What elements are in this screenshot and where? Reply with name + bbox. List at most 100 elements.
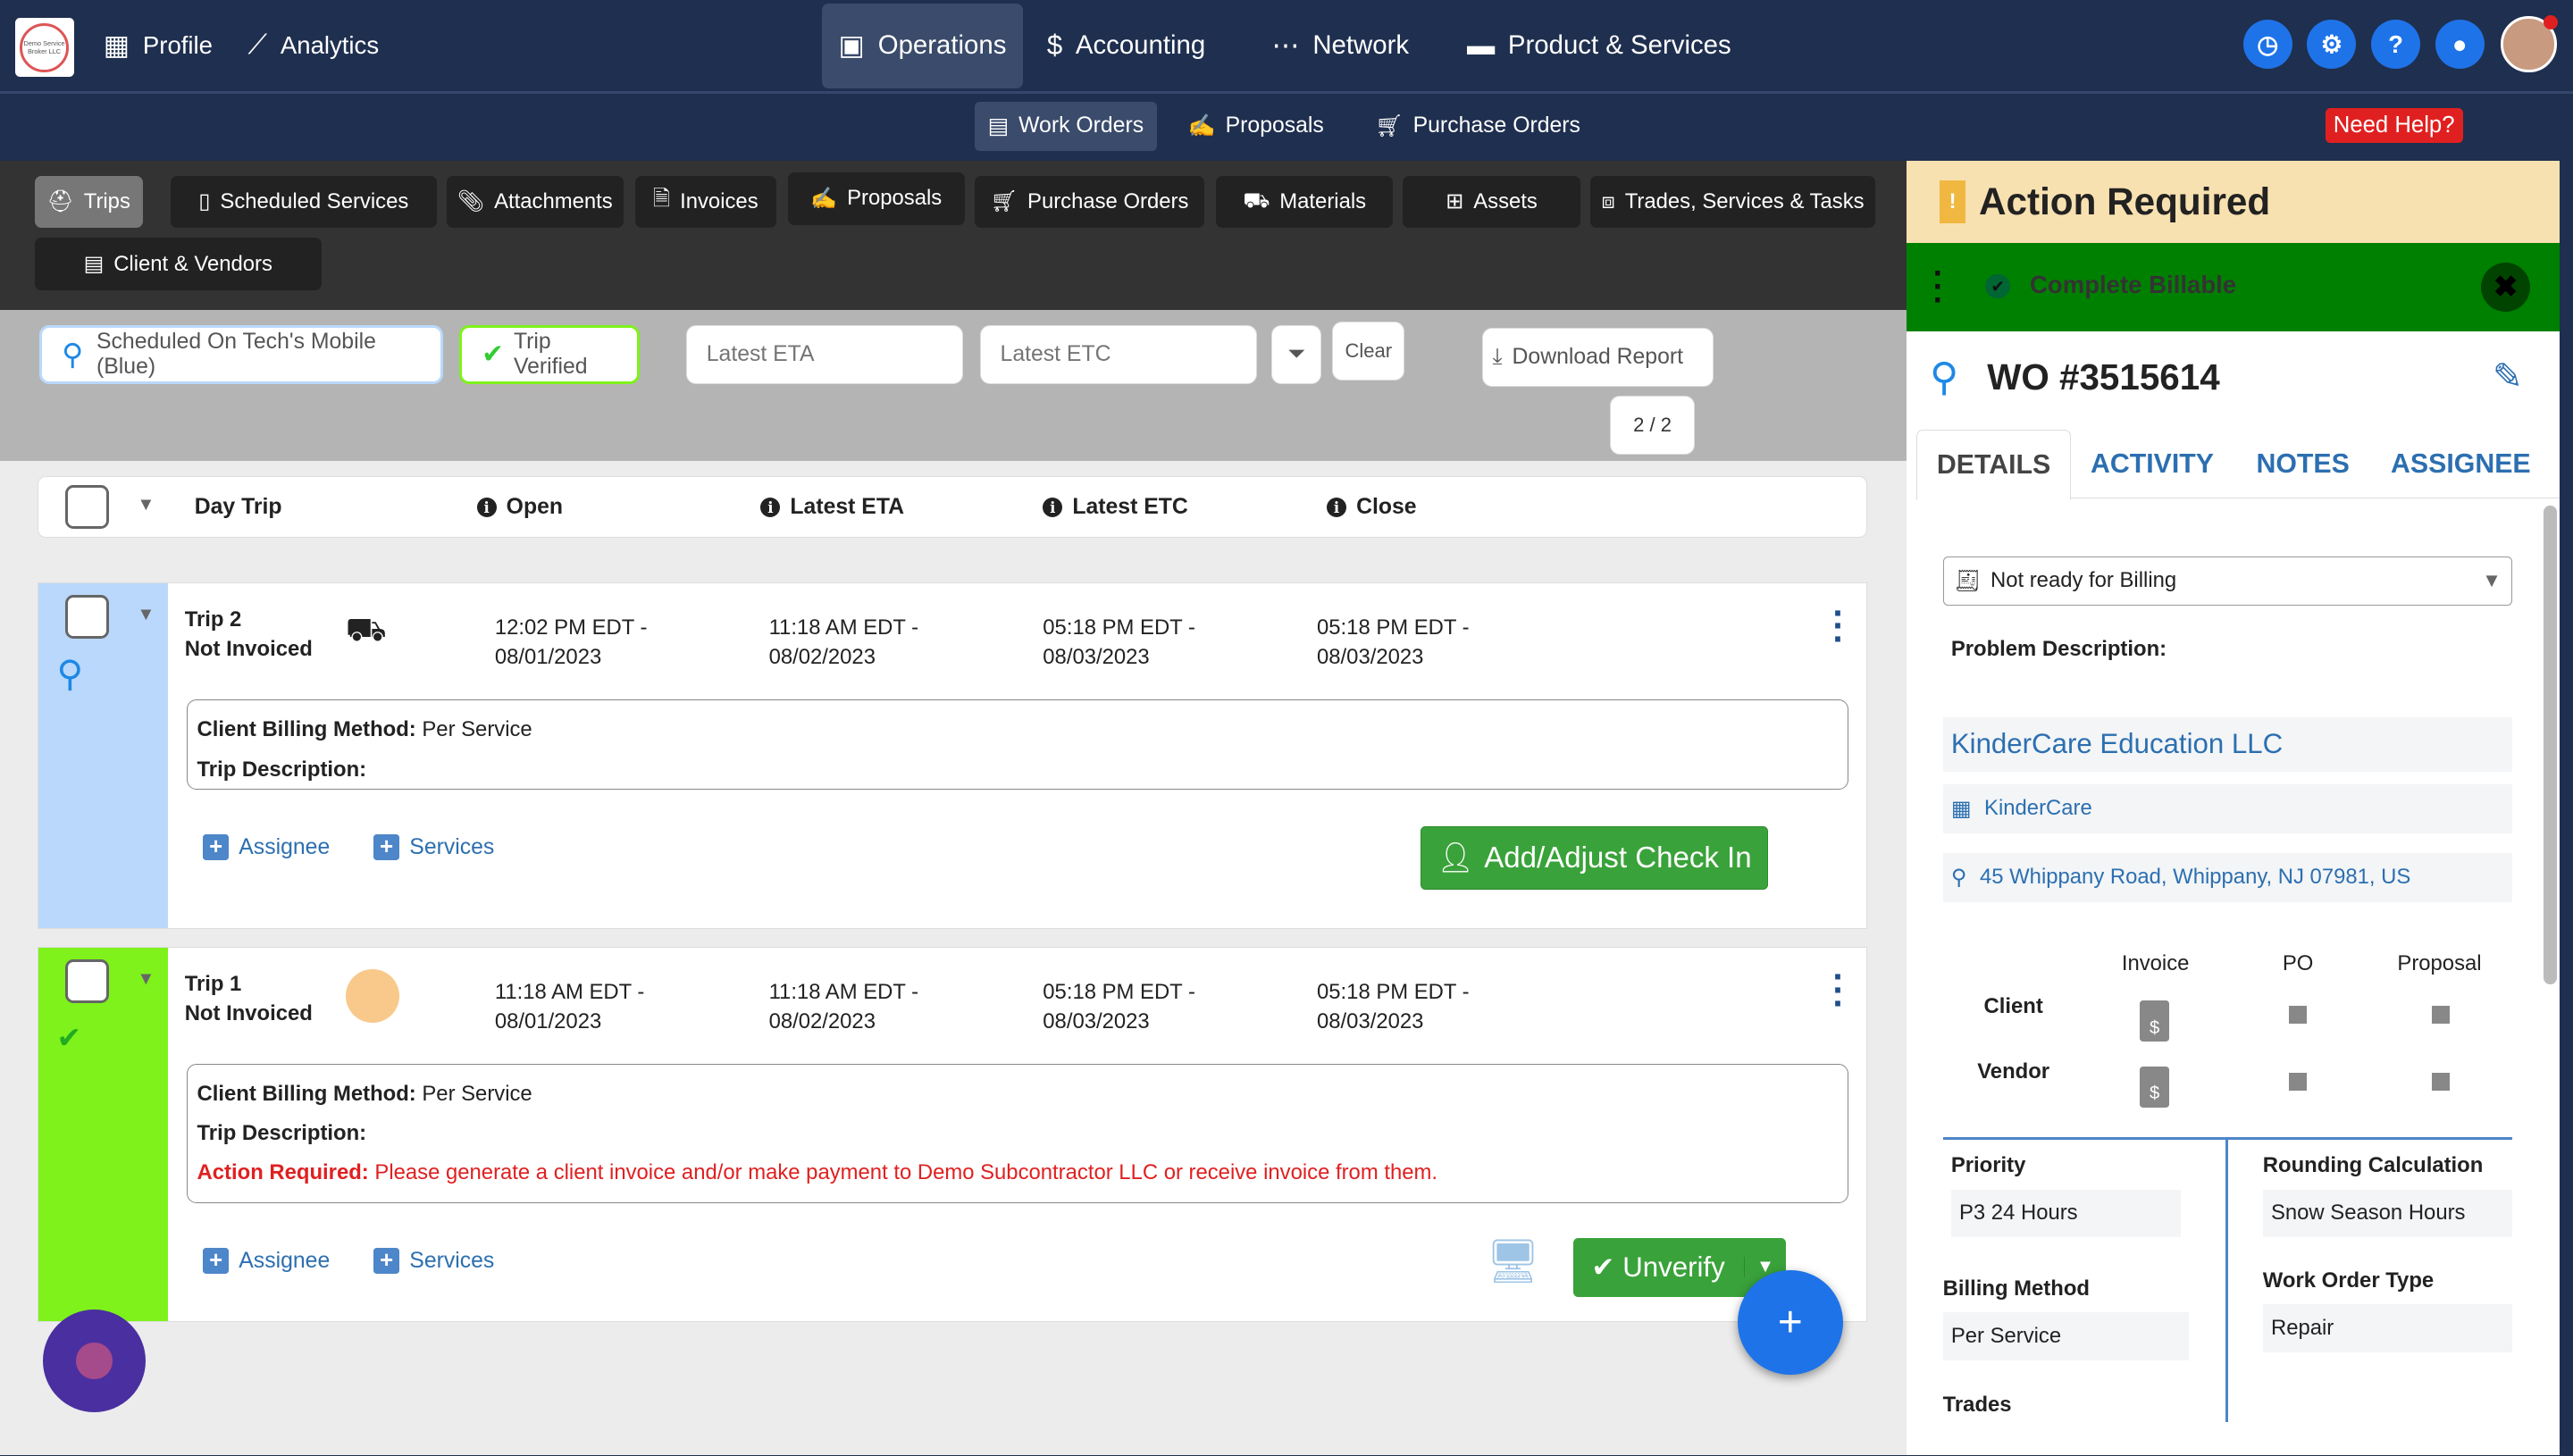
add-services-link[interactable]: + Services xyxy=(373,834,494,861)
tab-scheduled-services[interactable]: ▯ Scheduled Services xyxy=(171,175,437,229)
add-services-link[interactable]: + Services xyxy=(373,1247,494,1275)
col-day-trip[interactable]: Day Trip xyxy=(195,495,282,520)
vendor-invoice-icon[interactable]: $ xyxy=(2140,1066,2170,1108)
edit-pencil-icon[interactable]: ✎ xyxy=(2492,355,2523,397)
clipboard-icon: ▤ xyxy=(987,114,1010,139)
tab-label: Materials xyxy=(1279,188,1367,213)
company-logo[interactable]: Demo Service Broker LLC xyxy=(14,18,74,78)
nav-operations[interactable]: ▣ Operations xyxy=(822,3,1023,89)
subnav-proposals[interactable]: ✍ Proposals xyxy=(1175,102,1337,151)
plus-icon: + xyxy=(373,834,400,861)
action-required-text: Please generate a client invoice and/or … xyxy=(374,1160,1437,1185)
nav-accounting[interactable]: $ Accounting xyxy=(1047,0,1205,90)
gear-icon[interactable]: ⚙ xyxy=(2307,20,2357,70)
nav-product-services[interactable]: ▬ Product & Services xyxy=(1467,0,1731,90)
trip-checkbox[interactable] xyxy=(64,958,110,1004)
trip-name[interactable]: Trip 1 xyxy=(184,971,242,996)
tab-label: Trades, Services & Tasks xyxy=(1624,188,1865,213)
tab-trips[interactable]: ⛑ Trips xyxy=(34,175,143,229)
latest-eta-input[interactable] xyxy=(685,324,964,384)
chevron-down-icon[interactable]: ▼ xyxy=(137,604,155,624)
col-close[interactable]: i Close xyxy=(1327,495,1417,520)
col-open[interactable]: i Open xyxy=(476,495,563,520)
address-link[interactable]: ⚲ 45 Whippany Road, Whippany, NJ 07981, U… xyxy=(1942,853,2512,902)
add-adjust-check-in-button[interactable]: 👤︎ Add/Adjust Check In xyxy=(1420,825,1769,891)
add-fab-button[interactable]: + xyxy=(1738,1269,1843,1376)
close-status-icon[interactable]: ✖ xyxy=(2481,262,2531,312)
eta-time: 11:18 AM EDT - xyxy=(768,615,919,640)
trip-name[interactable]: Trip 2 xyxy=(184,607,242,632)
worker-icon: ⛑ xyxy=(46,189,74,214)
etc-time: 05:18 PM EDT - xyxy=(1043,615,1195,640)
panel-scrollbar[interactable] xyxy=(2543,505,2557,984)
assets-icon: ⊞ xyxy=(1446,189,1464,214)
tab-materials[interactable]: ⛟ Materials xyxy=(1215,175,1394,229)
vendor-po-indicator[interactable] xyxy=(2289,1073,2308,1092)
client-invoice-icon[interactable]: $ xyxy=(2140,1000,2170,1042)
action-required-header: ! Action Required xyxy=(1907,160,2560,243)
chevron-down-icon[interactable]: ▼ xyxy=(137,968,155,989)
map-marker-icon: ⚲ xyxy=(1950,865,1967,890)
caret-down-icon[interactable]: ▼ xyxy=(1743,1257,1787,1278)
tab-activity[interactable]: ACTIVITY xyxy=(2090,449,2214,480)
chevron-down-icon: ▼ xyxy=(2482,569,2502,592)
tab-assets[interactable]: ⊞ Assets xyxy=(1403,175,1580,229)
nav-profile[interactable]: ▦ Profile xyxy=(104,0,213,90)
add-assignee-link[interactable]: + Assignee xyxy=(202,834,331,861)
col-latest-eta[interactable]: i Latest ETA xyxy=(760,495,904,520)
download-report-button[interactable]: ⤓ Download Report xyxy=(1481,328,1714,388)
clock-icon[interactable]: ◷ xyxy=(2242,20,2292,70)
tab-attachments[interactable]: 📎︎ Attachments xyxy=(446,175,624,229)
tab-purchase-orders[interactable]: 🛒︎ Purchase Orders xyxy=(974,175,1205,229)
client-po-indicator[interactable] xyxy=(2289,1005,2308,1025)
select-all-checkbox[interactable] xyxy=(64,484,110,530)
tab-assignee[interactable]: ASSIGNEE xyxy=(2391,449,2531,480)
tab-proposals[interactable]: ✍ Proposals xyxy=(787,172,965,225)
tab-invoices[interactable]: 🗎 Invoices xyxy=(634,175,776,229)
tab-trades-services-tasks[interactable]: ⧈ Trades, Services & Tasks xyxy=(1589,175,1876,229)
chat-icon[interactable]: ● xyxy=(2435,20,2485,70)
tab-notes[interactable]: NOTES xyxy=(2256,449,2350,480)
po-col-label: PO xyxy=(2282,951,2314,976)
location-link[interactable]: ▦ KinderCare xyxy=(1942,783,2512,833)
more-options-icon[interactable]: · · · xyxy=(1832,956,1845,1024)
tab-details[interactable]: DETAILS xyxy=(1916,430,2071,501)
chevron-down-icon[interactable]: ▼ xyxy=(137,494,155,515)
nav-analytics[interactable]: ⟋ Analytics xyxy=(247,0,379,90)
help-icon[interactable]: ? xyxy=(2371,20,2421,70)
panel-tabs: DETAILS ACTIVITY NOTES ASSIGNEE xyxy=(1916,430,2560,501)
chat-widget-button[interactable] xyxy=(42,1309,147,1413)
problem-description-label: Problem Description: xyxy=(1950,636,2167,661)
subnav-purchase-orders[interactable]: 🛒︎ Purchase Orders xyxy=(1362,102,1593,151)
eta-time: 11:18 AM EDT - xyxy=(768,979,919,1004)
more-options-icon[interactable]: · · · xyxy=(1832,591,1845,660)
nav-network[interactable]: ⋯ Network xyxy=(1271,0,1409,90)
billing-status-select[interactable]: 🧾︎ Not ready for Billing ▼ xyxy=(1942,556,2512,606)
client-proposal-indicator[interactable] xyxy=(2431,1005,2451,1025)
nav-profile-label: Profile xyxy=(142,30,213,59)
tab-client-vendors[interactable]: ▤ Client & Vendors xyxy=(34,238,322,291)
billing-label: Client Billing Method: xyxy=(197,1082,416,1107)
monitor-icon[interactable]: 🖥︎ xyxy=(1486,1238,1540,1286)
client-name-link[interactable]: KinderCare Education LLC xyxy=(1942,716,2512,773)
col-latest-etc[interactable]: i Latest ETC xyxy=(1043,495,1188,520)
subnav-work-orders[interactable]: ▤ Work Orders xyxy=(974,101,1157,151)
status-menu-icon[interactable]: · · · xyxy=(1932,255,1944,318)
need-help-button[interactable]: Need Help? xyxy=(2325,108,2463,143)
link-label: Assignee xyxy=(239,834,331,859)
filter-scheduled-mobile[interactable]: ⚲ Scheduled On Tech's Mobile (Blue) xyxy=(39,324,443,384)
nav-product-services-label: Product & Services xyxy=(1507,29,1731,60)
filter-icon[interactable]: ⏷ xyxy=(1271,324,1321,384)
clear-button[interactable]: Clear xyxy=(1332,321,1405,381)
trips-list: ▼ Day Trip i Open i Latest ETA i Latest ETC… xyxy=(0,461,1907,1456)
filter-trip-verified[interactable]: ✔ Trip Verified xyxy=(459,324,641,384)
contact-card-icon: ▤ xyxy=(83,252,105,277)
button-label: Add/Adjust Check In xyxy=(1484,841,1752,874)
vendor-proposal-indicator[interactable] xyxy=(2431,1073,2451,1092)
description-label: Trip Description: xyxy=(197,757,367,782)
work-order-panel: ! Action Required · · · ✔ Complete Billable… xyxy=(1907,160,2573,1456)
info-icon: i xyxy=(760,497,781,517)
latest-etc-input[interactable] xyxy=(979,324,1257,384)
add-assignee-link[interactable]: + Assignee xyxy=(202,1247,330,1275)
trip-checkbox[interactable] xyxy=(64,594,110,640)
